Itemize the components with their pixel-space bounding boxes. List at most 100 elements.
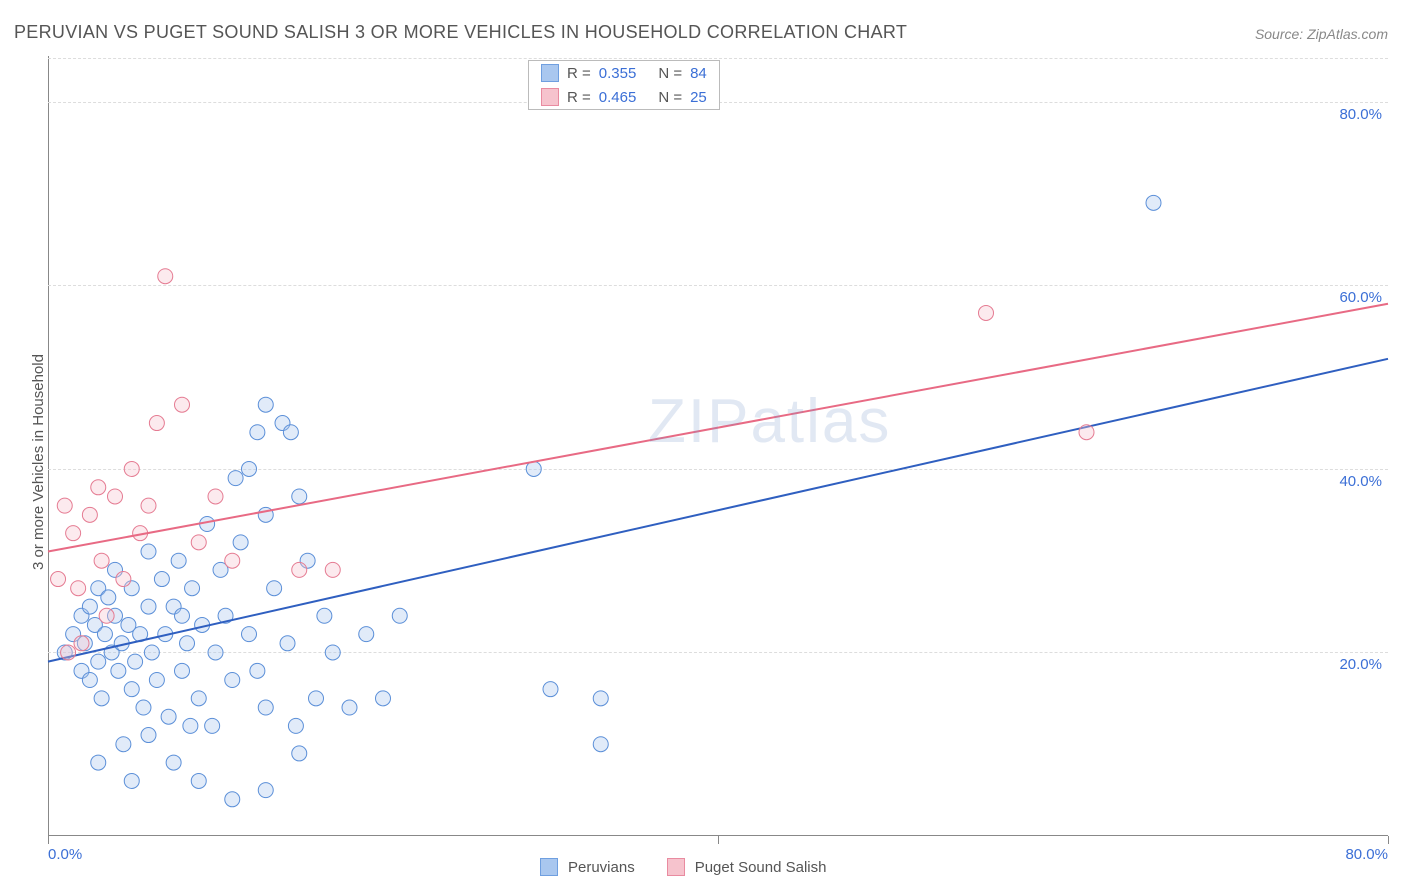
scatter-point [258,700,273,715]
scatter-point [124,682,139,697]
legend-n-label: N = [658,65,682,82]
scatter-point [175,397,190,412]
x-tick-label: 80.0% [1345,846,1388,863]
scatter-point [376,691,391,706]
scatter-point [116,572,131,587]
x-tick [718,836,719,844]
legend-swatch [541,64,559,82]
legend-r-value: 0.355 [599,65,637,82]
scatter-point [292,746,307,761]
legend-row: R = 0.465 N = 25 [529,85,719,109]
scatter-point [392,608,407,623]
plot-area: ZIPatlas R =0.355N =84R =0.465N =25 20.0… [48,56,1388,836]
scatter-point [593,737,608,752]
scatter-point [175,663,190,678]
scatter-point [108,489,123,504]
scatter-point [166,755,181,770]
scatter-point [191,773,206,788]
scatter-point [191,691,206,706]
scatter-point [111,663,126,678]
scatter-point [74,636,89,651]
scatter-point [141,599,156,614]
y-axis-label: 3 or more Vehicles in Household [30,354,47,570]
scatter-point [250,425,265,440]
scatter-point [158,269,173,284]
chart-container: PERUVIAN VS PUGET SOUND SALISH 3 OR MORE… [0,0,1406,892]
scatter-point [141,544,156,559]
legend-r-label: R = [567,89,591,106]
legend-n-label: N = [658,89,682,106]
scatter-point [593,691,608,706]
correlation-legend: R = 0.355 N = 84 R = 0.465 N = 25 [528,60,720,110]
scatter-point [91,480,106,495]
scatter-point [288,718,303,733]
scatter-point [71,581,86,596]
scatter-point [183,718,198,733]
scatter-point [97,627,112,642]
scatter-point [136,700,151,715]
legend-swatch [667,858,685,876]
x-tick [48,836,49,844]
scatter-point [61,645,76,660]
scatter-point [66,526,81,541]
scatter-point [180,636,195,651]
scatter-point [124,773,139,788]
legend-n-value: 25 [690,89,707,106]
scatter-point [171,553,186,568]
scatter-point [250,663,265,678]
scatter-point [309,691,324,706]
scatter-point [317,608,332,623]
scatter-point [128,654,143,669]
x-tick [1388,836,1389,844]
scatter-point [233,535,248,550]
scatter-point [208,489,223,504]
scatter-point [292,489,307,504]
legend-series-label: Puget Sound Salish [695,859,827,876]
scatter-point [116,737,131,752]
scatter-point [979,305,994,320]
scatter-overlay [48,56,1388,836]
series-legend: Peruvians Puget Sound Salish [540,858,848,876]
legend-r-value: 0.465 [599,89,637,106]
scatter-point [191,535,206,550]
legend-n-value: 84 [690,65,707,82]
scatter-point [325,645,340,660]
scatter-point [51,572,66,587]
scatter-point [228,471,243,486]
scatter-point [101,590,116,605]
scatter-point [242,461,257,476]
scatter-point [161,709,176,724]
scatter-point [149,673,164,688]
legend-swatch [540,858,558,876]
scatter-point [325,562,340,577]
trend-line [48,304,1388,552]
scatter-point [144,645,159,660]
scatter-point [154,572,169,587]
scatter-point [91,755,106,770]
trend-line [48,359,1388,662]
scatter-point [124,461,139,476]
y-tick-label: 80.0% [1339,106,1382,123]
legend-row: R = 0.355 N = 84 [529,61,719,85]
scatter-point [1146,195,1161,210]
scatter-point [225,792,240,807]
scatter-point [342,700,357,715]
scatter-point [543,682,558,697]
scatter-point [82,507,97,522]
legend-swatch [541,88,559,106]
scatter-point [292,562,307,577]
chart-title: PERUVIAN VS PUGET SOUND SALISH 3 OR MORE… [14,22,907,43]
scatter-point [280,636,295,651]
scatter-point [225,553,240,568]
scatter-point [149,416,164,431]
source-attribution: Source: ZipAtlas.com [1255,26,1388,42]
scatter-point [175,608,190,623]
scatter-point [57,498,72,513]
scatter-point [141,498,156,513]
scatter-point [1079,425,1094,440]
legend-series-label: Peruvians [568,859,635,876]
scatter-point [185,581,200,596]
scatter-point [242,627,257,642]
scatter-point [258,397,273,412]
legend-r-label: R = [567,65,591,82]
